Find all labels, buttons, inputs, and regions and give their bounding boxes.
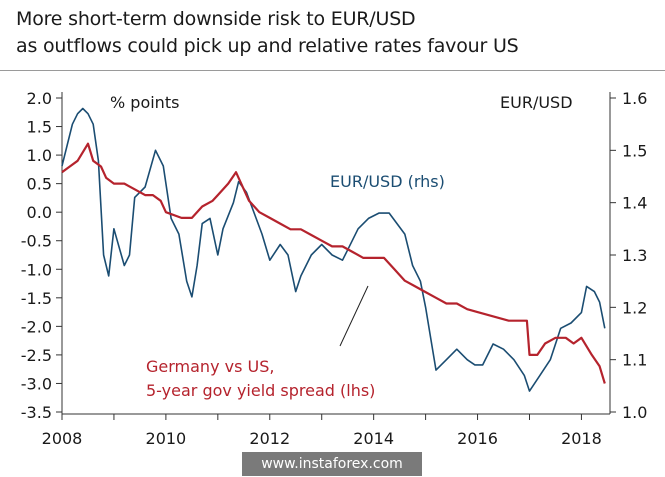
right-axis-label: EUR/USD (500, 93, 573, 112)
right-tick-label: 1.4 (622, 194, 647, 213)
title-divider (0, 70, 665, 71)
left-tick-label: 1.5 (27, 118, 52, 137)
left-tick-label: 0.5 (27, 175, 52, 194)
chart-title-line-2: as outflows could pick up and relative r… (16, 35, 519, 57)
right-tick-label: 1.2 (622, 298, 647, 317)
watermark: www.instaforex.com (242, 452, 422, 476)
x-tick-label: 2018 (561, 429, 602, 448)
right-tick-label: 1.1 (622, 351, 647, 370)
left-tick-label: -3.0 (21, 374, 52, 393)
left-tick-label: 0.0 (27, 203, 52, 222)
right-tick-label: 1.3 (622, 246, 647, 265)
left-tick-label: -2.0 (21, 317, 52, 336)
x-tick-label: 2012 (249, 429, 290, 448)
left-tick-label: -1.0 (21, 260, 52, 279)
x-tick-label: 2016 (457, 429, 498, 448)
annotation-spread-line-2: 5-year gov yield spread (lhs) (146, 381, 375, 400)
left-tick-label: 2.0 (27, 89, 52, 108)
x-tick-label: 2014 (353, 429, 394, 448)
series-group (61, 107, 606, 392)
left-tick-label: -0.5 (21, 232, 52, 251)
series-line-spread (61, 142, 606, 384)
right-tick-label: 1.6 (622, 89, 647, 108)
left-axis-label: % points (110, 93, 179, 112)
series-line-eurusd (61, 107, 606, 392)
annotation-spread-line-1: Germany vs US, (146, 357, 274, 376)
right-tick-label: 1.5 (622, 141, 647, 160)
axes: 2.0 1.5 1.0 0.5 0.0 -0.5 -1.0 -1.5 -2.0 -2.5 -3.0 -… (21, 89, 648, 448)
annotation-eurusd: EUR/USD (rhs) (330, 172, 445, 191)
x-tick-label: 2010 (146, 429, 187, 448)
chart-title-line-1: More short-term downside risk to EUR/USD (16, 8, 416, 30)
left-tick-label: 1.0 (27, 146, 52, 165)
left-tick-label: -1.5 (21, 289, 52, 308)
x-tick-label: 2008 (42, 429, 83, 448)
annotation-pointer-line (339, 285, 369, 347)
left-tick-label: -2.5 (21, 346, 52, 365)
right-tick-label: 1.0 (622, 403, 647, 422)
left-tick-label: -3.5 (21, 403, 52, 422)
